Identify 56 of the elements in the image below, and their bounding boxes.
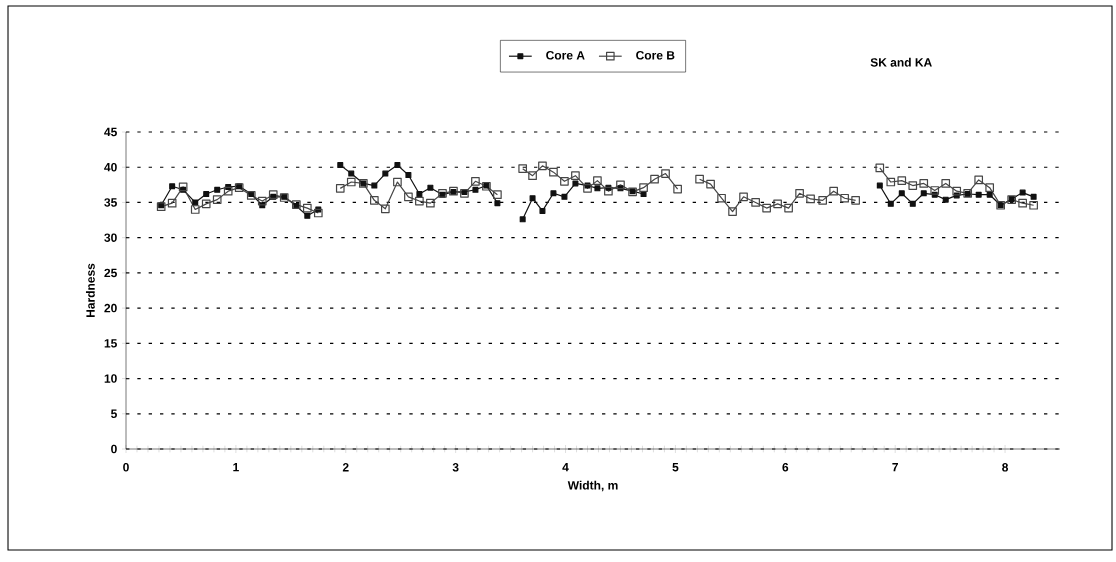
y-tick-label: 5 (111, 409, 117, 418)
point (572, 180, 579, 187)
y-tick-label: 35 (104, 198, 117, 207)
x-tick-label: 4 (562, 463, 569, 472)
point (371, 182, 378, 189)
point (382, 170, 389, 177)
point (203, 191, 210, 197)
point (337, 162, 344, 169)
point (594, 185, 601, 192)
y-tick-label: 10 (104, 374, 117, 383)
x-tick-label: 5 (672, 463, 679, 472)
y-tick-label: 40 (104, 162, 117, 172)
point (416, 191, 423, 197)
point (920, 190, 927, 197)
point (539, 207, 546, 214)
y-tick-label: 45 (104, 127, 117, 137)
point (550, 190, 557, 197)
point (192, 199, 199, 206)
x-axis-title: Width, m (567, 480, 618, 492)
y-tick-label: 15 (104, 339, 117, 348)
x-tick-label: 7 (892, 463, 898, 472)
x-tick-label: 3 (452, 463, 459, 472)
point (169, 183, 176, 190)
point (942, 196, 949, 203)
chart-title: SK and KA (870, 57, 932, 67)
point (986, 191, 993, 198)
point (304, 212, 311, 219)
point (975, 191, 982, 198)
y-tick-label: 30 (104, 233, 117, 242)
point (876, 182, 883, 189)
point (909, 200, 916, 207)
x-tick-label: 2 (342, 463, 349, 472)
legend-label: Core A (546, 51, 585, 60)
point (214, 186, 221, 193)
point (561, 193, 568, 200)
x-tick-label: 1 (233, 463, 239, 472)
x-tick-label: 6 (782, 463, 789, 472)
point (1019, 189, 1026, 196)
legend-label: Core B (636, 51, 675, 60)
point (887, 200, 894, 207)
point (529, 195, 536, 202)
y-axis-title: Hardness (85, 263, 95, 318)
point (1030, 193, 1037, 200)
y-tick-label: 20 (104, 303, 117, 313)
point (394, 162, 401, 169)
y-tick-label: 25 (104, 268, 117, 278)
x-tick-label: 8 (1002, 463, 1009, 472)
point (472, 186, 479, 193)
point (427, 184, 434, 191)
point (348, 170, 355, 177)
point (898, 190, 905, 197)
point (494, 200, 501, 207)
x-tick-label: 0 (123, 463, 129, 472)
point (519, 216, 526, 223)
y-tick-label: 0 (111, 444, 117, 454)
point (405, 171, 412, 178)
